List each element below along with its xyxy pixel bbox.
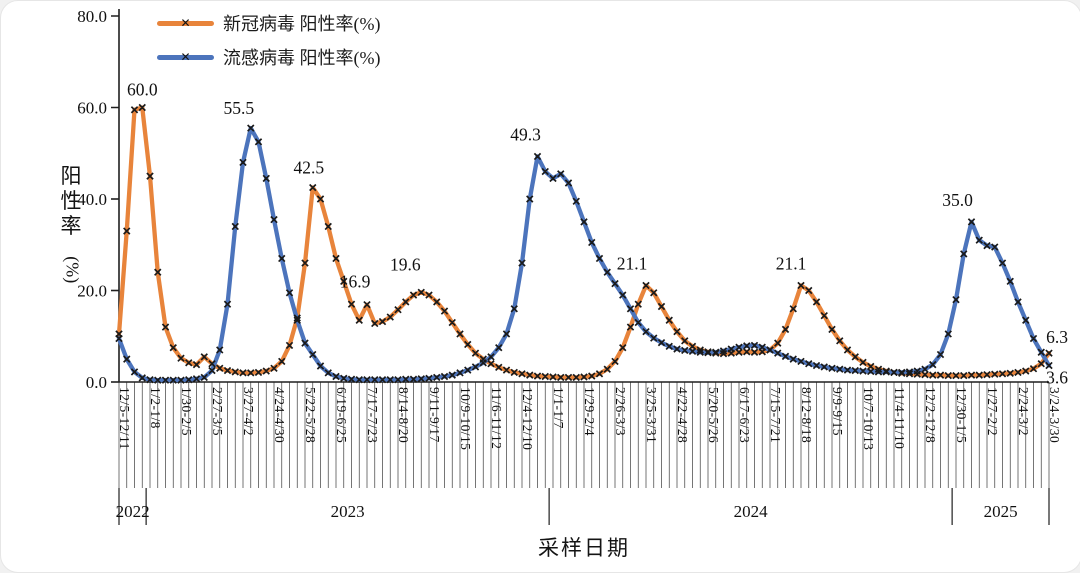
data-label: 21.1 xyxy=(776,253,807,273)
legend-item-covid: ✕ 新冠病毒 阳性率(%) xyxy=(157,7,380,39)
y-title-unit: (%) xyxy=(61,255,82,283)
data-label: 3.6 xyxy=(1046,368,1068,388)
year-label: 2023 xyxy=(331,502,365,521)
x-tick-label: 12/30-1/5 xyxy=(954,387,969,443)
covid-swatch-line xyxy=(157,20,214,26)
flu-series-line xyxy=(116,125,1052,383)
x-tick-label: 2/26-3/3 xyxy=(613,387,628,436)
legend-label-flu: 流感病毒 阳性率(%) xyxy=(223,48,381,68)
x-tick-label: 11/4-11/10 xyxy=(892,387,907,449)
x-tick-label: 9/11-9/17 xyxy=(427,387,442,443)
x-tick-label: 1/27-2/2 xyxy=(985,387,1000,436)
week-tick-grid xyxy=(118,382,1050,488)
data-label: 49.3 xyxy=(510,124,541,144)
y-tick-label: 20.0 xyxy=(77,282,107,301)
x-tick-label: 7/17-7/23 xyxy=(365,387,380,443)
data-label: 35.0 xyxy=(942,190,973,210)
y-axis-ticks: 0.0 20.0 40.0 60.0 80.0 xyxy=(77,7,119,392)
y-title-char: 性 xyxy=(60,189,82,214)
x-tick-label: 8/12-8/18 xyxy=(799,387,814,443)
y-tick-label: 60.0 xyxy=(77,99,107,118)
x-tick-label: 9/9-9/15 xyxy=(830,387,845,436)
x-tick-label: 4/24-4/30 xyxy=(272,387,287,443)
data-label: 55.5 xyxy=(223,98,254,118)
x-marker-icon: ✕ xyxy=(180,15,191,30)
data-labels: 60.0 55.5 42.5 16.9 19.6 49.3 21.1 21.1 35.0 6.3 3… xyxy=(127,80,1068,388)
year-band: 2022 2023 2024 2025 xyxy=(116,488,1050,525)
x-tick-label: 3/24-3/30 xyxy=(1047,387,1062,443)
x-tick-label: 5/20-5/26 xyxy=(706,387,721,443)
x-axis-title: 采样日期 xyxy=(538,536,630,560)
x-tick-label: 6/17-6/23 xyxy=(737,387,752,443)
x-tick-label: 2/27-3/5 xyxy=(210,387,225,436)
x-tick-label: 11/6-11/12 xyxy=(489,387,504,449)
x-tick-label: 10/9-10/15 xyxy=(458,387,473,450)
x-tick-label: 3/27-4/2 xyxy=(241,387,256,436)
y-title-char: 阳 xyxy=(60,164,82,188)
x-tick-label: 12/2-12/8 xyxy=(923,387,938,443)
x-tick-label: 7/15-7/21 xyxy=(768,387,783,443)
data-label: 60.0 xyxy=(127,80,158,100)
y-axis-title: 阳 性 率 (%) xyxy=(57,164,85,284)
x-tick-label: 1/2-1/8 xyxy=(148,387,163,429)
x-tick-label: 4/22-4/28 xyxy=(675,387,690,443)
data-label: 6.3 xyxy=(1046,327,1068,347)
year-label: 2024 xyxy=(734,502,769,521)
x-tick-label: 6/19-6/25 xyxy=(334,387,349,443)
x-tick-label: 5/22-5/28 xyxy=(303,387,318,443)
x-tick-label: 3/25-3/31 xyxy=(644,387,659,443)
x-tick-label: 1/30-2/5 xyxy=(179,387,194,436)
flu-swatch-line xyxy=(157,54,214,60)
y-title-char: 率 xyxy=(60,214,82,239)
y-tick-label: 80.0 xyxy=(77,7,107,26)
chart-legend: ✕ 新冠病毒 阳性率(%) ✕ 流感病毒 阳性率(%) xyxy=(157,7,380,73)
x-tick-label: 1/1-1/7 xyxy=(551,387,566,429)
x-tick-label: 12/4-12/10 xyxy=(520,387,535,450)
year-label: 2025 xyxy=(984,502,1018,521)
y-tick-label: 40.0 xyxy=(77,190,107,209)
flu-series-markers xyxy=(115,124,1053,384)
flu-line-swatch: ✕ xyxy=(157,50,214,64)
x-tick-label: 2/24-3/2 xyxy=(1016,387,1031,436)
x-marker-icon: ✕ xyxy=(180,49,191,64)
covid-series-markers xyxy=(115,103,1053,382)
legend-item-flu: ✕ 流感病毒 阳性率(%) xyxy=(157,41,380,73)
x-axis-labels: 12/5-12/11 1/2-1/8 1/30-2/5 2/27-3/5 3/27-4/… xyxy=(117,387,1062,450)
legend-label-covid: 新冠病毒 阳性率(%) xyxy=(223,14,381,34)
data-label: 21.1 xyxy=(617,253,648,273)
covid-line-swatch: ✕ xyxy=(157,16,214,30)
x-tick-label: 12/5-12/11 xyxy=(117,387,132,450)
x-tick-label: 1/29-2/4 xyxy=(582,387,597,436)
data-label: 19.6 xyxy=(390,254,421,274)
year-label: 2022 xyxy=(116,502,150,521)
y-tick-label: 0.0 xyxy=(86,373,107,392)
data-label: 16.9 xyxy=(340,272,371,292)
x-tick-label: 10/7-10/13 xyxy=(861,387,876,450)
x-tick-label: 8/14-8/20 xyxy=(396,387,411,443)
data-label: 42.5 xyxy=(293,158,324,178)
